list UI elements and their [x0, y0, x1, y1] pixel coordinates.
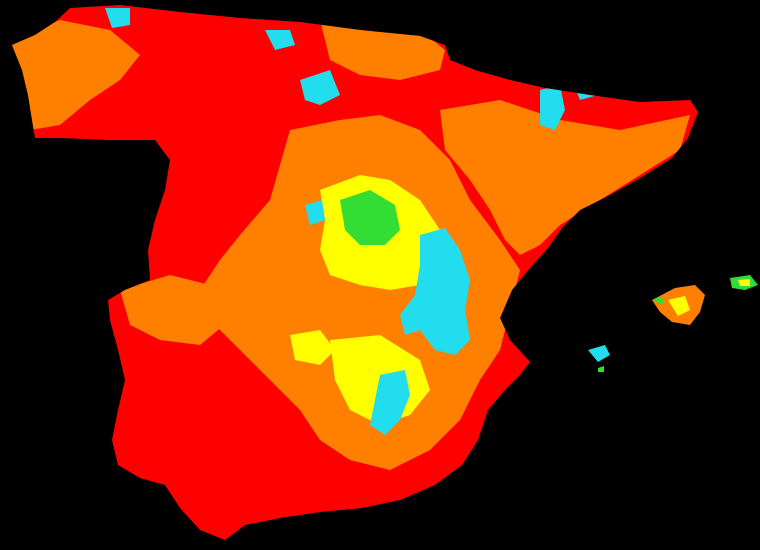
zone-cyan-iberian-range	[400, 228, 470, 355]
zone-cyan-cantabria	[265, 30, 295, 50]
balearic-majorca	[652, 285, 705, 325]
zone-green-center	[340, 190, 400, 245]
zone-cyan-pyrenees	[540, 85, 565, 130]
zone-orange-central	[200, 115, 520, 470]
zone-cyan-northwest	[105, 8, 130, 28]
balearic-ibiza	[588, 345, 610, 372]
zone-yellow-west	[290, 330, 335, 365]
balearic-menorca	[730, 275, 758, 290]
zone-cyan-cantabrian	[300, 70, 340, 105]
zone-orange-north	[12, 20, 140, 130]
zone-orange-ebro	[440, 100, 690, 255]
zone-orange-west	[120, 275, 230, 345]
zone-cyan-west-central	[305, 200, 325, 225]
zone-cyan-south	[370, 370, 410, 435]
